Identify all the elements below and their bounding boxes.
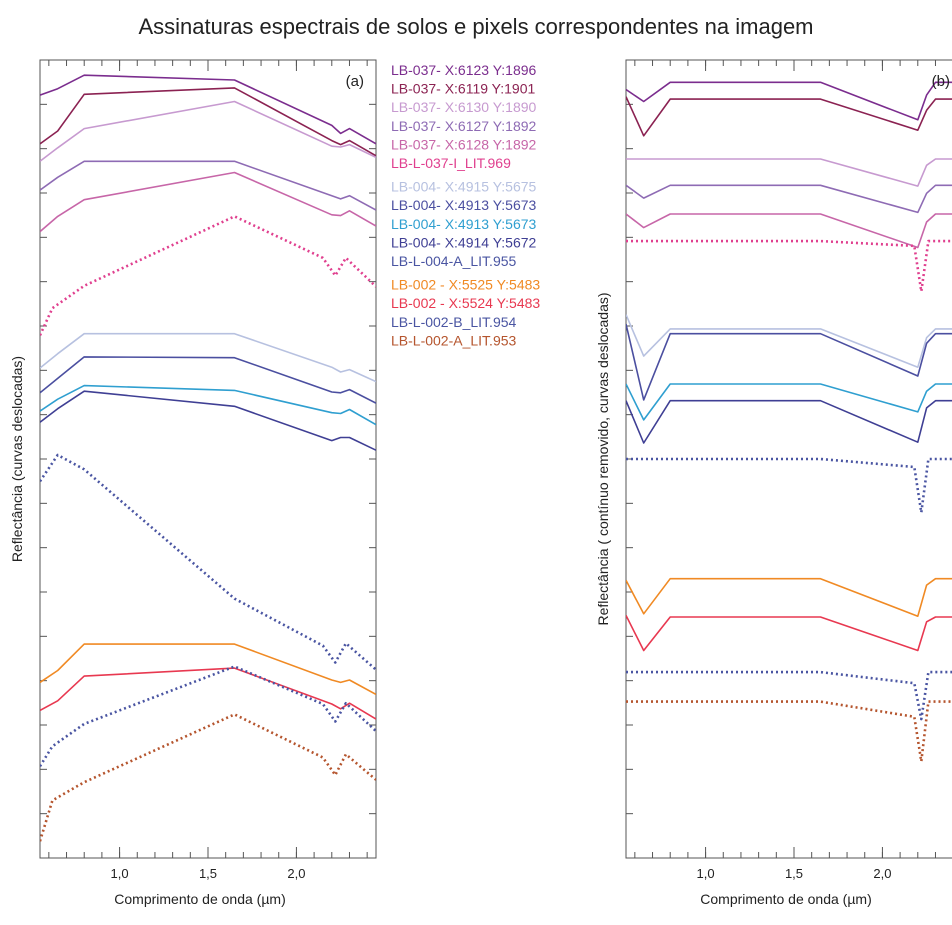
series-line-b-5: [626, 213, 952, 249]
plot-frame-a: [39, 59, 377, 859]
x-axis-label-a: Comprimento de onda (µm): [114, 891, 285, 907]
legend-entry-3: LB-037- X:6130 Y:1890: [391, 99, 537, 115]
series-line-a-12: [40, 643, 376, 696]
series-line-b-1: [626, 81, 952, 121]
y-axis-label-a: Reflectância (curvas deslocadas): [9, 356, 25, 562]
legend-entry-11: LB-L-004-A_LIT.955: [391, 253, 517, 269]
series-line-a-6: [40, 215, 376, 336]
x-tick-label: 2,0: [873, 866, 891, 881]
y-axis-label-b: Reflectância ( contínuo removido, curvas…: [595, 292, 611, 625]
panel-a: 1,0 1,5 2,0 (a) Comprimento de onda (µm) Refl…: [9, 59, 377, 907]
panel-label-a: (a): [346, 73, 364, 90]
panel-b: 1,0 1,5 2,0 (b) Comprimento de onda (µm) Refl…: [595, 59, 952, 907]
series-line-a-8: [40, 356, 376, 404]
legend-entry-9: LB-004- X:4913 Y:5673: [391, 216, 537, 232]
series-line-a-5: [40, 171, 376, 233]
plot-frame-b: [625, 59, 952, 859]
legend: LB-037- X:6123 Y:1896 LB-037- X:6119 Y:19…: [391, 62, 540, 348]
legend-entry-12: LB-002 - X:5525 Y:5483: [391, 277, 540, 293]
series-line-b-10: [626, 399, 952, 444]
x-axis-label-b: Comprimento de onda (µm): [700, 891, 871, 907]
series-line-a-1: [40, 74, 376, 145]
x-tick-label: 1,5: [785, 866, 803, 881]
x-tick-label: 2,0: [287, 866, 305, 881]
series-line-b-14: [626, 670, 952, 721]
series-line-a-2: [40, 87, 376, 157]
series-line-a-14: [40, 665, 376, 767]
panel-label-b: (b): [932, 73, 950, 90]
x-tick-label: 1,5: [199, 866, 217, 881]
series-group-b: [626, 81, 952, 763]
series-line-a-11: [40, 453, 376, 671]
legend-entry-14: LB-L-002-B_LIT.954: [391, 314, 517, 330]
series-line-b-13: [626, 615, 952, 652]
legend-entry-4: LB-037- X:6127 Y:1892: [391, 118, 537, 134]
series-line-b-11: [626, 457, 952, 514]
series-line-a-7: [40, 332, 376, 383]
legend-entry-15: LB-L-002-A_LIT.953: [391, 332, 517, 348]
legend-entry-2: LB-037- X:6119 Y:1901: [391, 81, 535, 97]
series-line-b-6: [626, 239, 952, 293]
series-line-b-12: [626, 577, 952, 618]
chart-title: Assinaturas espectrais de solos e pixels…: [138, 14, 814, 39]
series-line-b-15: [626, 700, 952, 763]
series-line-b-4: [626, 184, 952, 214]
series-line-b-7: [626, 314, 952, 369]
legend-entry-5: LB-037- X:6128 Y:1892: [391, 136, 537, 152]
x-tick-label: 1,0: [111, 866, 129, 881]
series-line-a-4: [40, 160, 376, 211]
series-line-b-8: [626, 323, 952, 401]
series-line-b-9: [626, 383, 952, 421]
series-line-b-3: [626, 158, 952, 187]
series-line-a-9: [40, 384, 376, 426]
legend-entry-10: LB-004- X:4914 Y:5672: [391, 234, 537, 250]
legend-entry-1: LB-037- X:6123 Y:1896: [391, 62, 537, 78]
legend-entry-7: LB-004- X:4915 Y:5675: [391, 179, 537, 195]
legend-entry-6: LB-L-037-I_LIT.969: [391, 155, 511, 171]
series-group-a: [40, 74, 376, 842]
series-line-a-15: [40, 713, 376, 842]
x-tick-label: 1,0: [697, 866, 715, 881]
legend-entry-8: LB-004- X:4913 Y:5673: [391, 197, 537, 213]
series-line-a-3: [40, 100, 376, 162]
series-line-a-10: [40, 390, 376, 451]
series-line-b-2: [626, 96, 952, 137]
legend-entry-13: LB-002 - X:5524 Y:5483: [391, 295, 540, 311]
